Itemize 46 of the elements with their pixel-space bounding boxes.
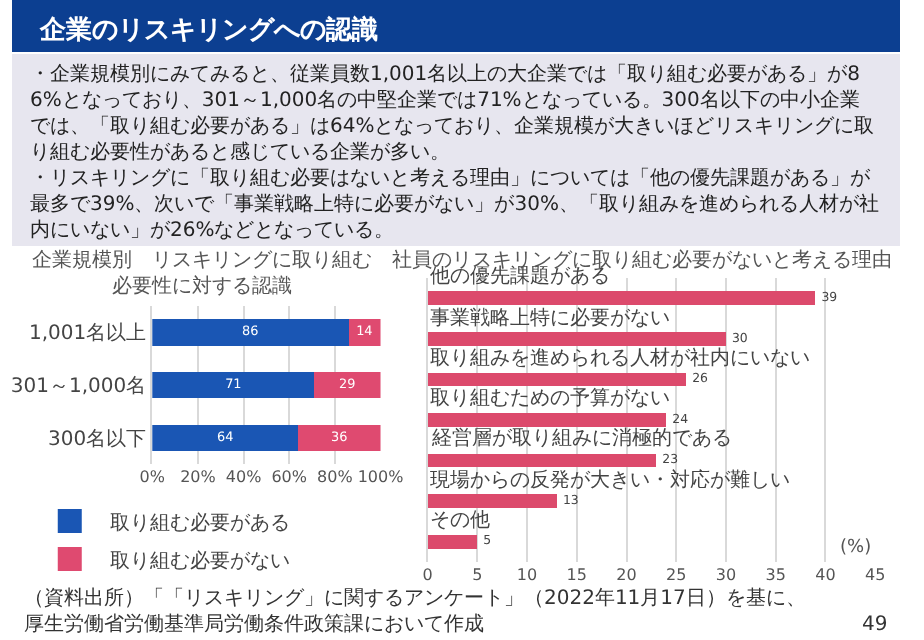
y-tick-label: 301～1,000名 [10, 374, 147, 398]
x-axis-title: (%) [840, 538, 872, 558]
x-tick-label: 30 [715, 566, 737, 584]
y-tick-label: 事業戦略上特に必要がない [430, 306, 670, 330]
bar [427, 331, 726, 346]
bar [427, 534, 478, 549]
y-tick-label: 現場からの反発が大きい・対応が難しい [430, 468, 790, 492]
y-tick-label: 取り組むための予算がない [430, 386, 670, 410]
y-tick-label: その他 [430, 508, 490, 532]
x-tick-label: 45 [864, 566, 886, 584]
x-tick-label: 0 [422, 566, 433, 584]
x-tick-label: 35 [765, 566, 786, 584]
chart-title: 企業規模別 リスキリングに取り組む必要性に対する認識 [32, 248, 372, 298]
legend-label: 取り組む必要がない [109, 548, 290, 573]
x-tick-label: 80% [317, 468, 354, 486]
y-tick-label: 経営層が取り組みに消極的である [430, 426, 732, 450]
x-tick-label: 40% [225, 468, 263, 486]
bar [427, 453, 657, 468]
legend-label: 取り組む必要がある [109, 510, 290, 535]
bar [152, 371, 315, 399]
x-tick-label: 10 [516, 566, 538, 584]
bar [427, 494, 557, 509]
y-tick-label: 300名以下 [48, 426, 147, 451]
y-tick-label: 取り組みを進められる人材が社内にいない [430, 346, 810, 370]
x-tick-label: 20 [616, 566, 637, 584]
bar [314, 371, 381, 399]
x-tick-label: 0% [139, 468, 166, 486]
text: 49 [862, 614, 888, 636]
text: ・企業規模別にみてみると、従業員数1,001名以上の大企業では「取り組む必要がある」が86%となっており、301～1,000名の中堅企業では71%となっている。300名以下の中小企業では、「取り組む必要がある」は64%となっており、企業規模が大きいほどリスキリングに取り組む必要性があると感じている企業が多い。 [30, 62, 875, 164]
y-tick-label: 1,001名以上 [29, 321, 147, 346]
x-tick-label: 15 [566, 566, 587, 584]
x-tick-label: 5 [472, 566, 483, 584]
bar [152, 424, 299, 451]
x-tick-label: 20% [180, 468, 217, 486]
x-tick-label: 60% [271, 468, 308, 486]
bar [427, 291, 816, 306]
text: ・リスキリングに「取り組む必要はないと考える理由」については「他の優先課題がある」が最多で39%、次いで「事業戦略上特に必要がない」が30%、「取り組みを進められる人材が社内にいない」が26%などとなっている。 [30, 166, 879, 242]
x-tick-label: 25 [666, 566, 687, 584]
bar [298, 424, 381, 451]
bar [152, 319, 349, 346]
text: （資料出所）「「リスキリング」に関するアンケート」（2022年11月17日）を基に、厚生労働省労働基準局労働条件政策課において作成 [24, 586, 806, 636]
text: 企業のリスキリングへの認識 [38, 14, 378, 46]
bar [427, 413, 667, 427]
x-tick-label: 100% [357, 468, 405, 486]
x-tick-label: 40 [815, 566, 836, 584]
bar [427, 372, 687, 387]
